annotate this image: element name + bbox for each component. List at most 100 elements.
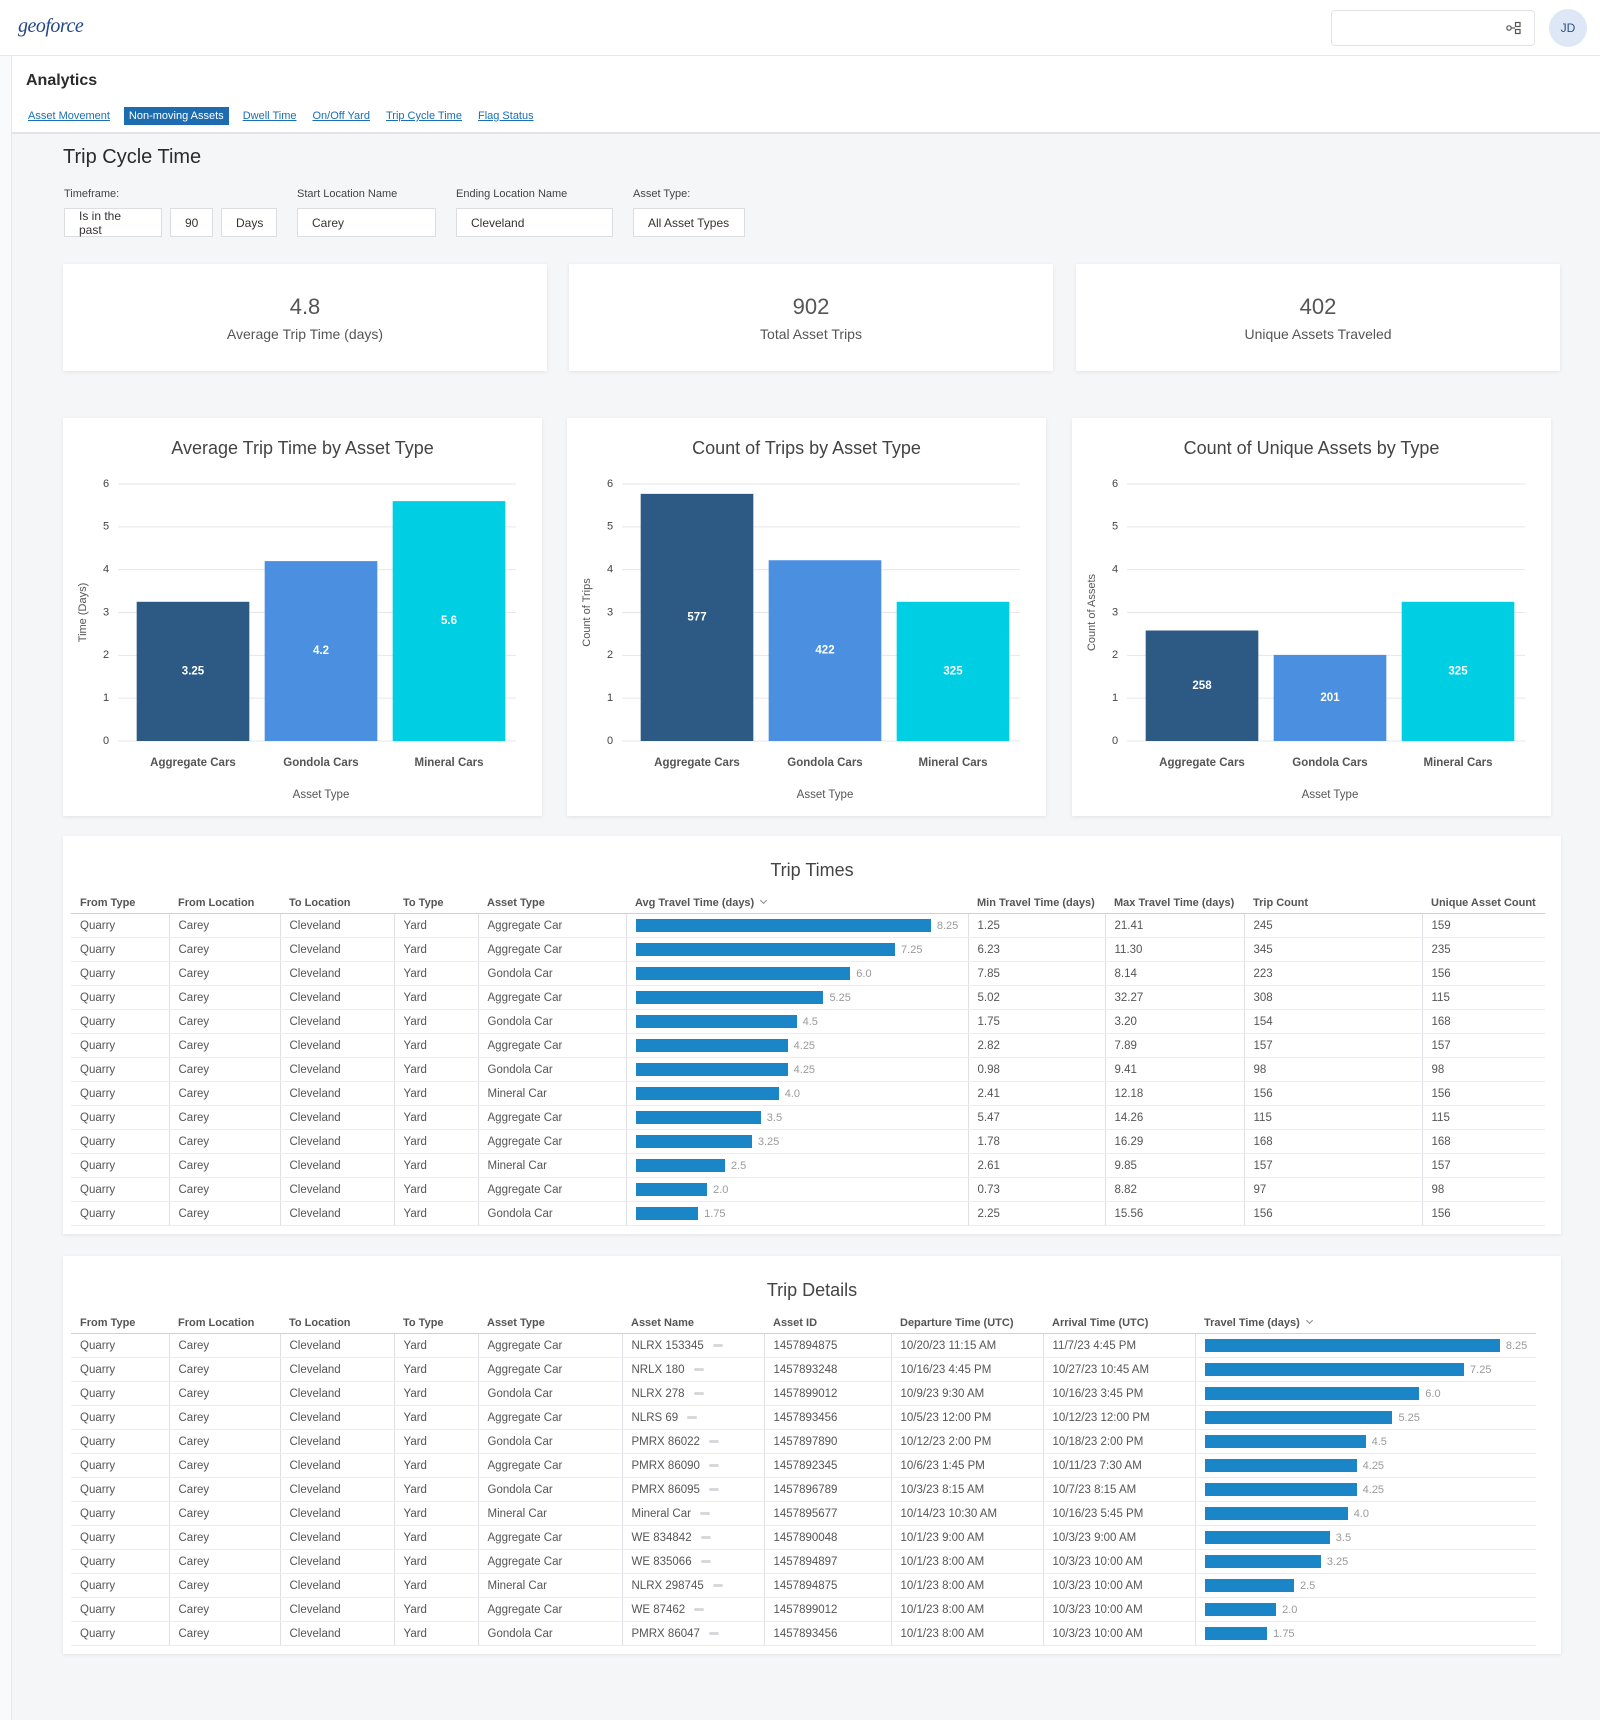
filter-input[interactable]: Carey — [297, 208, 436, 237]
asset-menu-icon[interactable] — [699, 1511, 710, 1515]
tab[interactable]: On/Off Yard — [312, 110, 370, 122]
table-cell: Carey — [169, 1549, 281, 1574]
cell-text: 11.30 — [1114, 943, 1143, 956]
cell-text: 21.41 — [1114, 919, 1144, 932]
table-cell: 3.25 — [1195, 1549, 1537, 1574]
cell-bar — [1204, 1507, 1348, 1520]
cell-text: Quarry — [80, 1063, 116, 1076]
tab[interactable]: Dwell Time — [242, 110, 297, 122]
sort-icon[interactable] — [1305, 1316, 1313, 1324]
cell-bar-label: 5.25 — [1398, 1411, 1420, 1424]
table-cell: Yard — [394, 1501, 479, 1526]
asset-menu-icon[interactable] — [708, 1439, 719, 1443]
table-row: Quarry Carey Cleveland Yard Aggregate Car 7.2… — [71, 937, 1545, 962]
column-header[interactable]: Asset Type — [478, 892, 626, 914]
cell-text: Yard — [403, 1207, 427, 1220]
column-header[interactable]: Max Travel Time (days) — [1105, 892, 1244, 914]
filter-input[interactable]: Days — [221, 208, 277, 237]
column-header[interactable]: To Location — [280, 1312, 394, 1334]
table-cell: Yard — [394, 1333, 479, 1358]
column-header[interactable]: From Location — [169, 1312, 280, 1334]
asset-menu-icon[interactable] — [700, 1559, 711, 1563]
table-cell: 168 — [1422, 1009, 1545, 1034]
cell-text: Gondola Car — [487, 1627, 553, 1640]
sort-icon[interactable] — [760, 896, 768, 904]
column-header[interactable]: Arrival Time (UTC) — [1043, 1312, 1195, 1334]
table-cell: 3.5 — [1195, 1525, 1537, 1550]
bar — [1401, 601, 1515, 741]
cell-text: 5.02 — [977, 991, 1000, 1004]
filter-input[interactable]: Cleveland — [456, 208, 613, 237]
table-cell: 5.25 — [626, 985, 969, 1010]
table-cell: Quarry — [71, 1201, 170, 1226]
filter-input[interactable]: Is in the past — [64, 208, 162, 237]
asset-menu-icon[interactable] — [700, 1535, 711, 1539]
y-tick-label: 2 — [103, 649, 109, 661]
table-cell: 98 — [1422, 1177, 1545, 1202]
kpi-label: Total Asset Trips — [760, 325, 862, 342]
kpi-label: Average Trip Time (days) — [226, 325, 384, 342]
asset-menu-icon[interactable] — [708, 1487, 719, 1491]
column-header[interactable]: Asset Type — [478, 1312, 622, 1334]
asset-menu-icon[interactable] — [708, 1631, 719, 1635]
tab[interactable]: Flag Status — [477, 110, 534, 122]
asset-menu-icon[interactable] — [708, 1463, 719, 1467]
filter-input[interactable]: All Asset Types — [633, 208, 745, 237]
column-header[interactable]: Min Travel Time (days) — [968, 892, 1105, 914]
cell-text: 1457895677 — [773, 1507, 838, 1520]
column-header[interactable]: Avg Travel Time (days) — [626, 892, 968, 914]
cell-bar-label: 2.0 — [1282, 1603, 1298, 1616]
table-cell: Quarry — [71, 1381, 170, 1406]
column-header[interactable]: Travel Time (days) — [1195, 1312, 1537, 1334]
filter-group: Start Location Name Carey — [297, 188, 436, 237]
column-header[interactable]: To Type — [394, 1312, 478, 1334]
search-box[interactable] — [1331, 10, 1535, 46]
cell-text: 7.85 — [977, 967, 1000, 980]
filter-label: Start Location Name — [297, 188, 398, 200]
cell-text: Quarry — [80, 1507, 116, 1520]
cell-text: Quarry — [80, 943, 116, 956]
column-header[interactable]: Unique Asset Count — [1422, 892, 1545, 914]
column-header[interactable]: From Location — [169, 892, 280, 914]
asset-menu-icon[interactable] — [712, 1583, 723, 1587]
tab[interactable]: Trip Cycle Time — [385, 110, 462, 122]
asset-menu-icon[interactable] — [693, 1367, 704, 1371]
column-header[interactable]: Asset ID — [764, 1312, 891, 1334]
table-row: Quarry Carey Cleveland Yard Aggregate Car 8.2… — [71, 913, 1545, 938]
data-table: From Type From Location To Location To Type… — [71, 1312, 1537, 1646]
column-header[interactable]: Departure Time (UTC) — [891, 1312, 1043, 1334]
cell-text: 168 — [1431, 1015, 1451, 1028]
table-cell: Quarry — [71, 1081, 170, 1106]
tab[interactable]: Non-moving Assets — [123, 107, 229, 125]
asset-menu-icon[interactable] — [694, 1607, 705, 1611]
avatar[interactable]: JD — [1549, 9, 1587, 47]
cell-text: Quarry — [80, 1087, 116, 1100]
column-header[interactable]: From Type — [71, 892, 169, 914]
cell-text: PMRX 86047 — [631, 1627, 700, 1640]
cell-text: Yard — [403, 1339, 427, 1352]
column-header[interactable]: To Location — [280, 892, 394, 914]
filter-input[interactable]: 90 — [170, 208, 213, 237]
column-header[interactable]: Trip Count — [1244, 892, 1422, 914]
column-header[interactable]: Asset Name — [622, 1312, 764, 1334]
column-header[interactable]: From Type — [71, 1312, 169, 1334]
trip-times-card: Trip Times From Type From Location To Loca… — [63, 836, 1561, 1234]
tab[interactable]: Asset Movement — [28, 110, 110, 122]
cell-text: Gondola Car — [487, 1387, 553, 1400]
filter-icon[interactable] — [1506, 21, 1522, 35]
x-tick-label: Aggregate Cars — [150, 757, 236, 769]
table-cell: Cleveland — [280, 1405, 395, 1430]
table-cell: Gondola Car — [478, 1201, 627, 1226]
cell-text: Carey — [178, 1555, 210, 1568]
column-header[interactable]: To Type — [394, 892, 478, 914]
logo[interactable]: geoforce — [18, 15, 84, 37]
asset-menu-icon[interactable] — [693, 1391, 704, 1395]
asset-menu-icon[interactable] — [712, 1343, 723, 1347]
table-cell: 1457899012 — [764, 1597, 892, 1622]
table-cell: 115 — [1422, 1105, 1545, 1130]
table-cell: 245 — [1244, 913, 1423, 938]
cell-text: 10/3/23 10:00 AM — [1052, 1579, 1143, 1592]
asset-menu-icon[interactable] — [687, 1415, 698, 1419]
table-cell: 3.20 — [1105, 1009, 1245, 1034]
